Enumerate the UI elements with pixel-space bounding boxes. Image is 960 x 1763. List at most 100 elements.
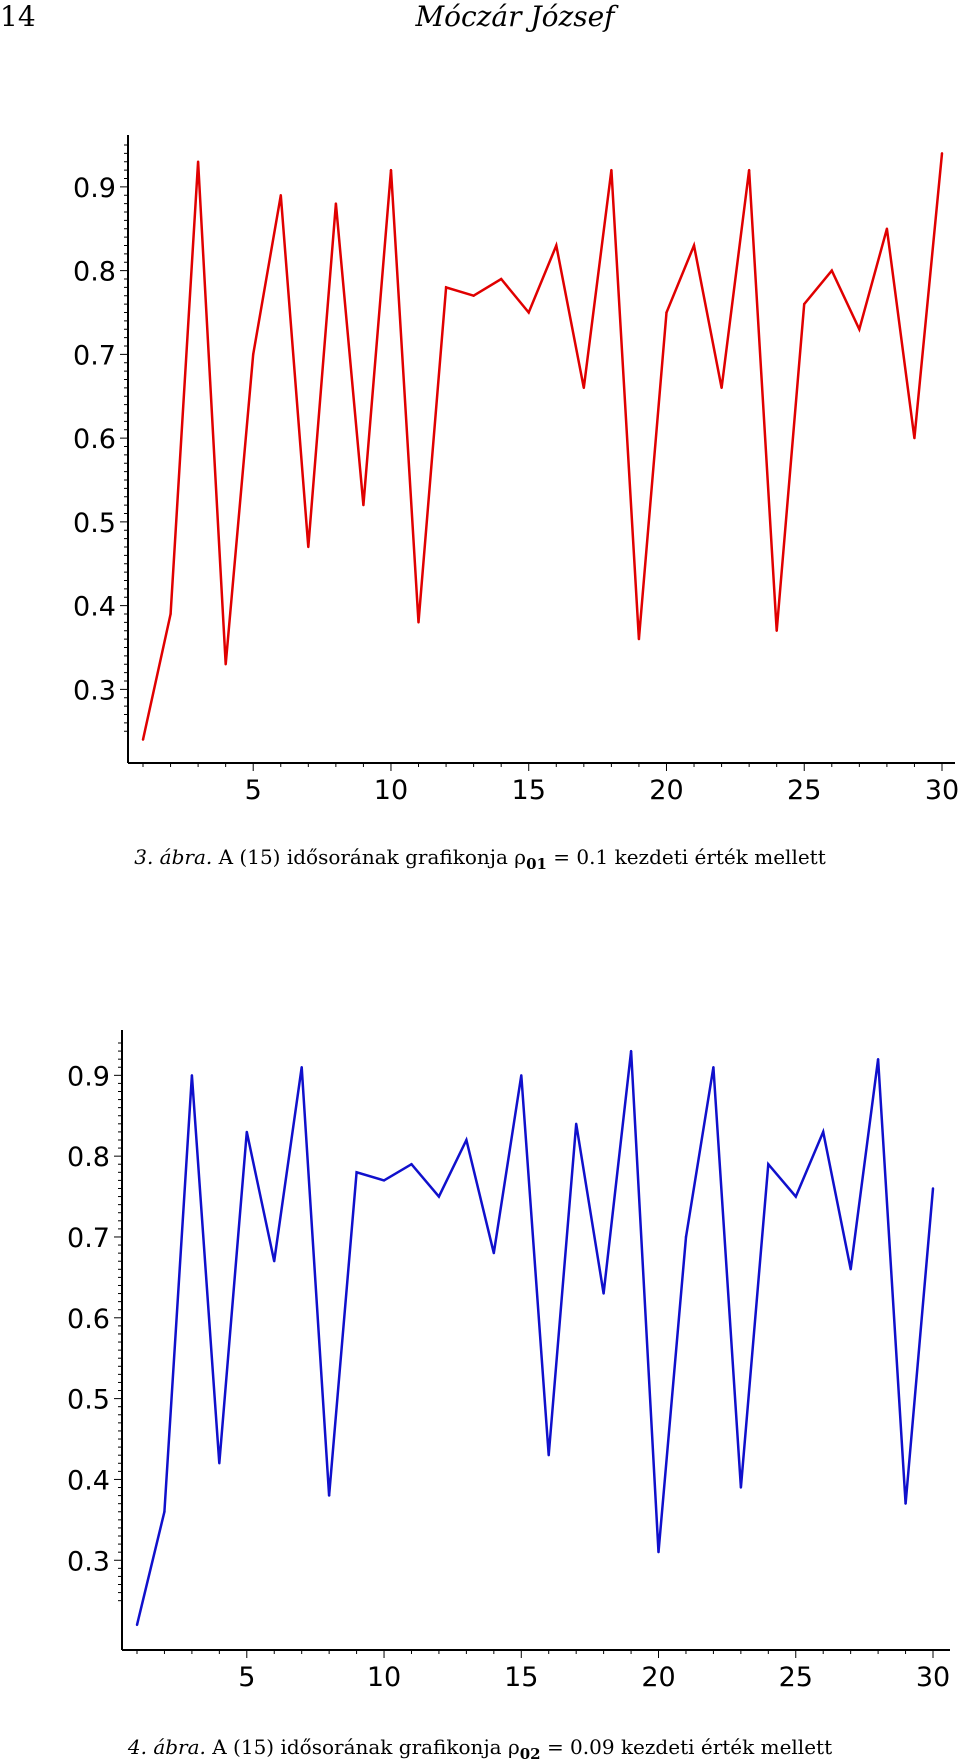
y-tick-label: 0.8	[73, 257, 116, 288]
y-tick-label: 0.3	[73, 675, 116, 706]
data-point	[492, 1251, 496, 1255]
figure-3-caption: 3. ábra. A (15) idősorának grafikonja ρ0…	[0, 845, 960, 873]
data-point	[218, 1462, 221, 1465]
data-point	[410, 1163, 413, 1166]
data-point	[657, 1550, 660, 1554]
data-point	[582, 386, 586, 390]
x-tick-label: 25	[787, 775, 821, 806]
figure-4-caption-rest: = 0.09 kezdeti érték mellett	[546, 1735, 833, 1759]
data-point	[273, 1260, 276, 1263]
data-point	[602, 1292, 605, 1295]
data-point	[334, 202, 338, 205]
figure-3-rho-symbol: ρ	[514, 845, 527, 869]
data-point	[684, 1235, 688, 1239]
figure-3-caption-rest: = 0.1 kezdeti érték mellett	[553, 845, 826, 869]
data-point	[904, 1502, 907, 1505]
data-point	[629, 1049, 633, 1053]
series-line	[135, 1050, 935, 1626]
data-point	[224, 663, 227, 666]
x-tick-label: 10	[374, 775, 408, 806]
figure-4-caption-text: A (15) idősorának grafikonja	[212, 1735, 502, 1759]
figure-4-rho-symbol: ρ	[507, 1735, 520, 1759]
data-point	[444, 286, 448, 289]
data-point	[245, 1130, 248, 1134]
data-point	[931, 1187, 935, 1190]
data-point	[307, 545, 310, 549]
x-tick-label: 30	[925, 775, 959, 806]
data-point	[913, 436, 916, 440]
data-point	[472, 294, 475, 297]
y-tick-label: 0.7	[73, 340, 116, 371]
data-point	[574, 1122, 578, 1126]
data-point	[141, 738, 145, 741]
data-point	[417, 621, 420, 624]
y-tick-label: 0.8	[67, 1142, 110, 1173]
y-tick-label: 0.7	[67, 1223, 110, 1254]
y-tick-label: 0.6	[73, 424, 116, 455]
data-point	[300, 1066, 303, 1069]
y-tick-label: 0.4	[67, 1465, 110, 1496]
figure-3-chart: 0.3 0.4 0.5 0.6 0.7 0.8 0.9 5 10 15 20 25 30	[73, 135, 959, 806]
x-tick-label: 15	[504, 1662, 538, 1693]
data-point	[135, 1623, 139, 1627]
data-point	[163, 1510, 166, 1513]
data-point	[382, 1179, 386, 1182]
data-point	[822, 1130, 825, 1134]
data-point	[858, 328, 861, 331]
data-point	[692, 244, 696, 247]
y-tick-label: 0.5	[67, 1385, 110, 1416]
figure-4-caption: 4. ábra. A (15) idősorának grafikonja ρ0…	[0, 1735, 960, 1763]
data-point	[327, 1494, 331, 1497]
data-point	[876, 1057, 880, 1061]
data-point	[712, 1066, 715, 1069]
x-tick-label: 10	[367, 1662, 401, 1693]
y-tick-label: 0.9	[73, 173, 116, 204]
data-point	[499, 277, 503, 281]
data-point	[849, 1268, 852, 1271]
data-point	[527, 311, 530, 314]
data-point	[389, 168, 393, 172]
x-tick-label: 5	[245, 775, 262, 806]
x-tick-label: 20	[641, 1662, 675, 1693]
data-point	[803, 302, 806, 306]
running-head: Móczár József	[415, 0, 615, 33]
x-tick-label: 5	[238, 1662, 255, 1693]
data-point	[775, 629, 778, 632]
data-point	[190, 1074, 194, 1077]
data-point	[362, 503, 365, 507]
data-point	[355, 1171, 358, 1174]
data-point	[940, 152, 944, 155]
figure-4-chart: 0.3 0.4 0.5 0.6 0.7 0.8 0.9 5 10 15 20 25 30	[67, 1030, 950, 1693]
figure-3-rho-subscript: 01	[526, 855, 547, 873]
figure-3-label: 3. ábra.	[134, 845, 213, 869]
data-point	[610, 168, 613, 172]
data-point	[555, 244, 558, 247]
y-tick-label: 0.6	[67, 1304, 110, 1335]
x-tick-label: 30	[916, 1662, 950, 1693]
data-point	[637, 637, 641, 641]
data-point	[794, 1195, 797, 1198]
data-point	[767, 1163, 770, 1166]
x-tick-label: 15	[512, 775, 546, 806]
data-point	[520, 1074, 523, 1077]
data-point	[665, 311, 668, 314]
figure-3-caption-text: A (15) idősorának grafikonja	[218, 845, 508, 869]
series-line	[141, 153, 944, 740]
data-point	[747, 168, 751, 172]
y-tick-label: 0.4	[73, 592, 116, 623]
y-tick-label: 0.5	[73, 508, 116, 539]
y-tick-label: 0.9	[67, 1061, 110, 1092]
data-point	[830, 269, 833, 272]
data-point	[465, 1138, 468, 1142]
figure-4-rho-subscript: 02	[519, 1745, 541, 1763]
data-point	[196, 160, 200, 163]
data-point	[279, 194, 282, 197]
y-tick-label: 0.3	[67, 1546, 110, 1577]
page-number: 14	[0, 0, 36, 33]
data-point	[885, 227, 889, 230]
data-point	[739, 1486, 743, 1489]
x-tick-label: 25	[779, 1662, 813, 1693]
data-point	[169, 612, 172, 616]
data-point	[547, 1453, 550, 1457]
figure-4-label: 4. ábra.	[127, 1735, 206, 1759]
